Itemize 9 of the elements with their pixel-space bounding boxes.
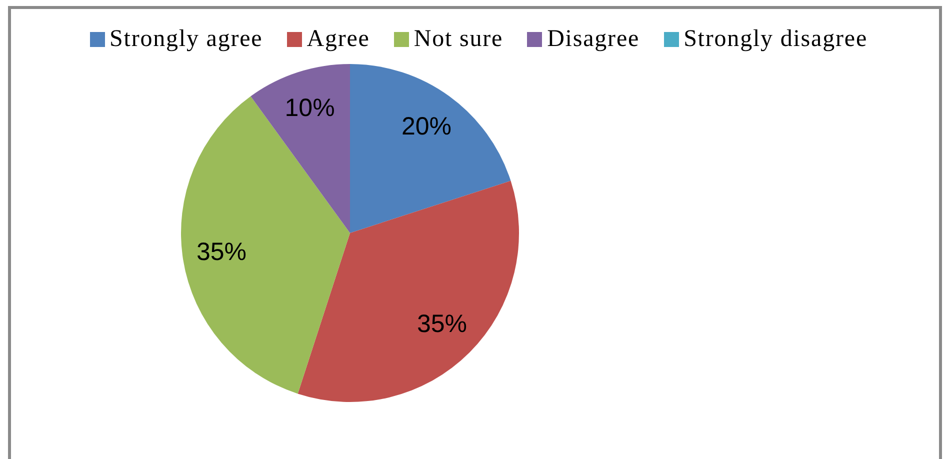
legend-label: Not sure [414, 26, 504, 53]
legend-label: Strongly agree [110, 26, 263, 53]
data-label: 10% [284, 94, 335, 122]
data-label: 35% [416, 310, 468, 338]
data-label: 35% [196, 238, 246, 266]
data-label: 20% [401, 112, 452, 141]
legend-label: Disagree [547, 26, 640, 53]
legend-label: Agree [306, 26, 370, 53]
legend-label: Strongly disagree [684, 26, 868, 53]
